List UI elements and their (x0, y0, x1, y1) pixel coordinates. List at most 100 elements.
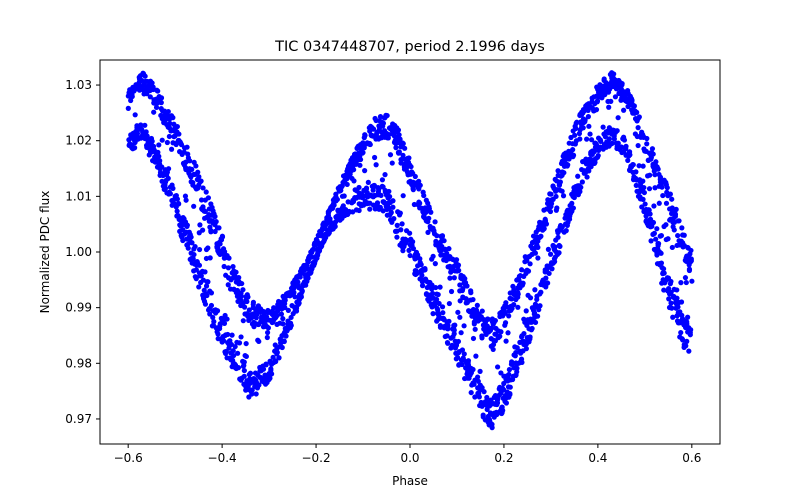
data-point (661, 270, 667, 276)
scatter-points (125, 70, 695, 431)
data-point (630, 162, 636, 168)
data-point (434, 233, 440, 239)
data-point (261, 310, 267, 316)
y-tick-label: 0.97 (65, 412, 92, 426)
data-point (547, 208, 554, 215)
data-point (193, 276, 199, 282)
data-point (591, 149, 597, 155)
data-point (674, 295, 680, 301)
data-point (555, 234, 561, 240)
data-point (474, 302, 480, 308)
data-point (460, 355, 466, 361)
data-point (515, 304, 521, 310)
data-point (588, 164, 594, 170)
data-point (428, 209, 434, 215)
data-point (513, 349, 519, 356)
data-point (666, 296, 672, 302)
data-point (644, 135, 650, 142)
data-point (197, 222, 203, 228)
data-point (440, 310, 446, 316)
data-point (406, 247, 412, 253)
data-point (683, 279, 689, 286)
data-point (655, 166, 661, 172)
data-point (386, 188, 392, 195)
data-point (158, 100, 164, 106)
data-point (563, 228, 569, 234)
data-point (394, 234, 400, 240)
data-point (457, 314, 463, 320)
data-point (413, 268, 419, 274)
data-point (207, 311, 213, 317)
data-point (506, 367, 513, 373)
data-point (523, 346, 529, 352)
data-point (674, 287, 680, 293)
data-point (167, 191, 173, 197)
data-point (217, 241, 223, 247)
data-point (549, 266, 555, 272)
data-point (419, 272, 425, 279)
data-point (557, 243, 563, 249)
data-point (331, 202, 337, 208)
data-point (439, 233, 446, 239)
chart-title: TIC 0347448707, period 2.1996 days (274, 39, 545, 55)
data-point (400, 141, 406, 147)
data-point (600, 124, 606, 130)
data-point (288, 322, 294, 329)
data-point (640, 178, 646, 184)
data-point (663, 222, 669, 228)
data-point (311, 246, 317, 252)
data-point (132, 145, 138, 151)
data-point (635, 142, 641, 149)
data-point (660, 192, 666, 199)
data-point (555, 168, 561, 174)
data-point (174, 208, 180, 214)
data-point (281, 338, 287, 345)
x-tick-label: 0.0 (400, 451, 419, 465)
data-point (239, 280, 245, 287)
data-point (456, 349, 462, 356)
data-point (535, 244, 541, 250)
y-axis-label: Normalized PDC flux (38, 191, 52, 314)
data-point (430, 311, 436, 317)
data-point (669, 244, 675, 251)
data-point (503, 400, 509, 406)
data-point (636, 163, 642, 169)
data-point (514, 365, 520, 371)
data-point (207, 255, 213, 261)
data-point (658, 260, 665, 266)
data-point (494, 397, 500, 403)
data-point (520, 280, 526, 286)
data-point (165, 175, 171, 181)
data-point (417, 200, 423, 206)
data-point (653, 159, 659, 165)
data-point (212, 228, 218, 235)
data-point (527, 261, 533, 267)
data-point (519, 267, 525, 273)
data-point (149, 80, 155, 86)
data-point (419, 283, 426, 289)
data-point (538, 289, 544, 295)
data-point (387, 194, 393, 200)
data-point (276, 355, 282, 361)
data-point (372, 206, 378, 212)
data-point (532, 250, 539, 256)
data-point (221, 320, 228, 326)
data-point (635, 125, 641, 131)
data-point (574, 119, 580, 125)
data-point (165, 108, 171, 115)
data-point (435, 291, 441, 298)
data-point (468, 290, 474, 296)
data-point (658, 250, 664, 256)
data-point (274, 312, 280, 319)
data-point (532, 319, 539, 326)
data-point (376, 186, 382, 193)
data-point (291, 289, 297, 296)
data-point (157, 158, 163, 164)
data-point (196, 246, 203, 253)
data-point (418, 262, 424, 268)
data-point (647, 172, 653, 178)
data-point (196, 262, 203, 268)
data-point (501, 380, 507, 387)
data-point (295, 279, 301, 285)
data-point (260, 366, 267, 372)
